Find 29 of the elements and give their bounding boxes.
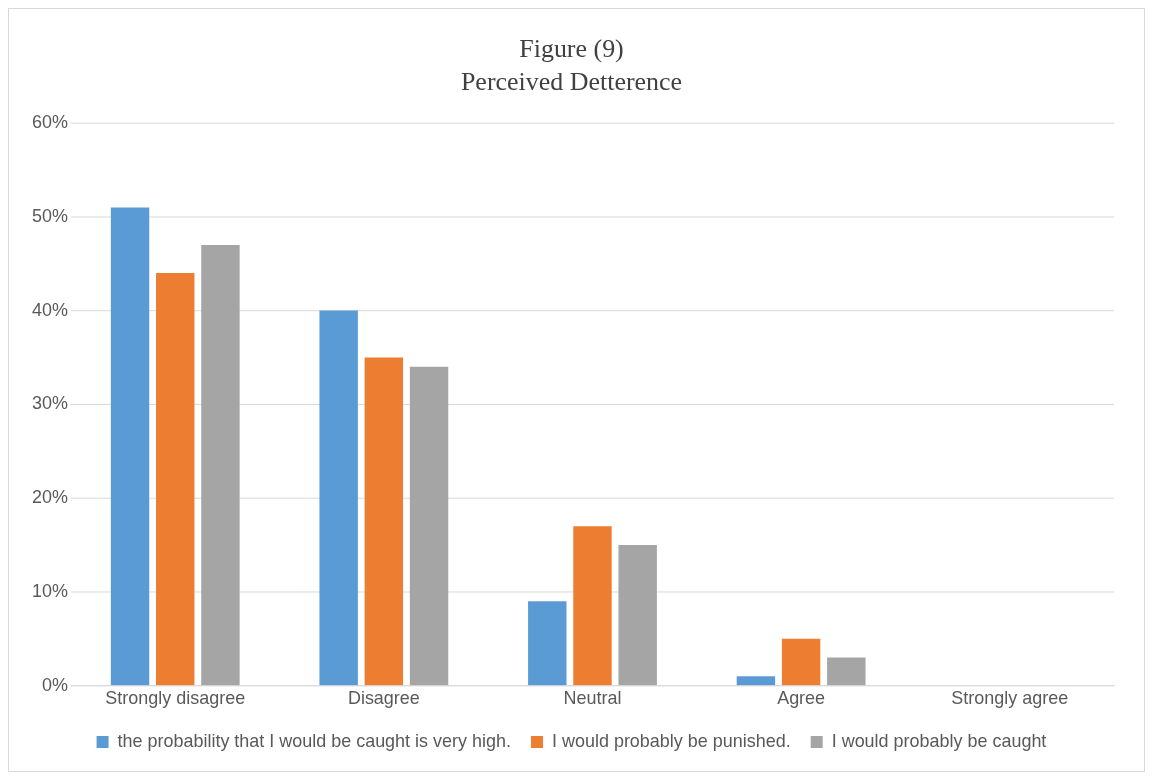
y-tick-label: 60% — [31, 112, 68, 133]
x-tick-label: Neutral — [563, 688, 622, 709]
y-tick-label: 10% — [31, 580, 68, 601]
bar — [409, 366, 449, 686]
bar — [573, 526, 612, 686]
legend-label: I would probably be punished. — [552, 731, 791, 752]
bar — [736, 676, 776, 686]
chart-title: Figure (9) — [519, 34, 624, 64]
x-tick-label: Agree — [777, 688, 826, 709]
bar — [618, 544, 657, 686]
bar — [364, 357, 404, 686]
y-tick-label: 40% — [31, 299, 68, 320]
bar — [319, 310, 358, 686]
y-tick-label: 50% — [31, 205, 68, 226]
legend-label: I would probably be caught — [831, 731, 1047, 752]
bar — [156, 273, 195, 686]
y-tick-label: 0% — [41, 674, 68, 695]
bar — [827, 657, 866, 686]
bar — [110, 207, 150, 686]
chart-subtitle: Perceived Detterence — [460, 67, 683, 97]
x-tick-label: Strongly agree — [951, 688, 1069, 709]
bar — [528, 601, 567, 686]
x-tick-label: Disagree — [347, 688, 420, 709]
y-tick-label: 20% — [31, 487, 68, 508]
bar — [201, 244, 240, 686]
bar — [781, 638, 821, 686]
x-tick-label: Strongly disagree — [105, 688, 246, 709]
y-tick-label: 30% — [31, 393, 68, 414]
legend-label: the probability that I would be caught is very high. — [117, 731, 511, 752]
